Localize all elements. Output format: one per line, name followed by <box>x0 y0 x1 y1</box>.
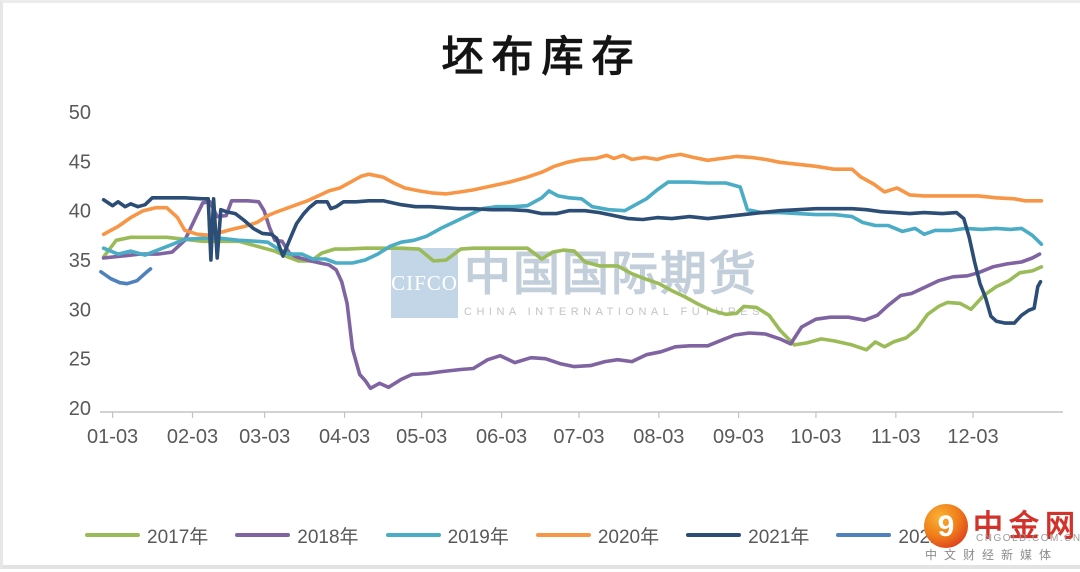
x-axis-tick-label: 10-03 <box>790 426 841 448</box>
x-axis-tick-label: 05-03 <box>396 426 447 448</box>
x-axis-tick-label: 08-03 <box>633 426 684 448</box>
cngold-logo: 9 中金网 CNGOLD.COM.CN 中文财经新媒体 <box>923 501 1080 563</box>
cngold-logo-domain: CNGOLD.COM.CN <box>976 533 1080 544</box>
cngold-logo-tagline: 中文财经新媒体 <box>925 548 1059 562</box>
x-axis-tick-label: 12-03 <box>947 426 998 448</box>
legend-swatch <box>385 533 441 537</box>
legend-label: 2021年 <box>748 526 810 548</box>
legend-item-2019: 2019年 <box>385 522 509 549</box>
legend-swatch <box>235 533 291 537</box>
y-axis-tick-label: 20 <box>69 398 91 420</box>
series-line-2020 <box>101 152 1044 238</box>
x-axis-tick-label: 04-03 <box>319 426 370 448</box>
legend-item-2018: 2018年 <box>235 522 359 549</box>
x-axis-tick-label: 02-03 <box>167 426 218 448</box>
legend-swatch <box>535 533 591 537</box>
cngold-flame-icon: 9 <box>924 504 968 548</box>
x-axis-tick-label: 06-03 <box>476 426 527 448</box>
x-axis-tick-label: 07-03 <box>553 426 604 448</box>
y-axis-tick-label: 25 <box>69 349 91 371</box>
legend-label: 2019年 <box>447 526 509 548</box>
legend-label: 2020年 <box>597 526 660 548</box>
legend-item-2020: 2020年 <box>535 522 660 549</box>
legend-swatch <box>836 533 892 537</box>
x-axis-tick-label: 09-03 <box>713 426 764 448</box>
chart-title: 坯布库存 <box>441 35 642 81</box>
x-axis-tick-label: 01-03 <box>87 426 138 448</box>
legend-swatch <box>85 533 140 537</box>
cifco-watermark-acronym: CIFCO <box>391 270 458 295</box>
series-line-2017 <box>101 235 1044 352</box>
cifco-watermark-en: CHINA INTERNATIONAL FUTURES <box>464 306 764 318</box>
y-axis-tick-label: 35 <box>69 250 91 272</box>
legend-label: 2018年 <box>297 526 359 548</box>
y-axis-tick-label: 40 <box>69 201 91 223</box>
svg-text:9: 9 <box>938 510 955 543</box>
cngold-logo-name: 中金网 <box>973 510 1080 543</box>
bottom-border <box>3 565 1080 569</box>
cifco-watermark-text: 中国国际期货 CHINA INTERNATIONAL FUTURES <box>464 247 764 319</box>
series-line-2021 <box>101 196 1043 325</box>
legend-swatch <box>686 533 742 537</box>
line-chart-plot-area: 01-03 02-03 03-03 04-03 05-03 06-03 07-03 08-03… <box>69 102 1063 448</box>
legend-item-2017: 2017年 <box>85 522 208 549</box>
y-axis-tick-label: 45 <box>69 151 91 173</box>
x-axis-tick-label: 11-03 <box>871 426 921 448</box>
y-axis-tick-label: 50 <box>69 102 91 124</box>
series-line-2022 <box>99 267 153 286</box>
y-axis-tick-label: 30 <box>69 299 91 321</box>
chart-legend: 2017年2018年2019年2020年2021年2022年 <box>85 522 960 549</box>
x-axis-tick-label: 03-03 <box>239 426 290 448</box>
legend-item-2021: 2021年 <box>686 522 809 549</box>
legend-label: 2017年 <box>147 526 209 548</box>
cifco-watermark-cn: 中国国际期货 <box>464 247 758 300</box>
series-line-2019 <box>101 180 1044 265</box>
series-line-2018 <box>101 199 1042 391</box>
